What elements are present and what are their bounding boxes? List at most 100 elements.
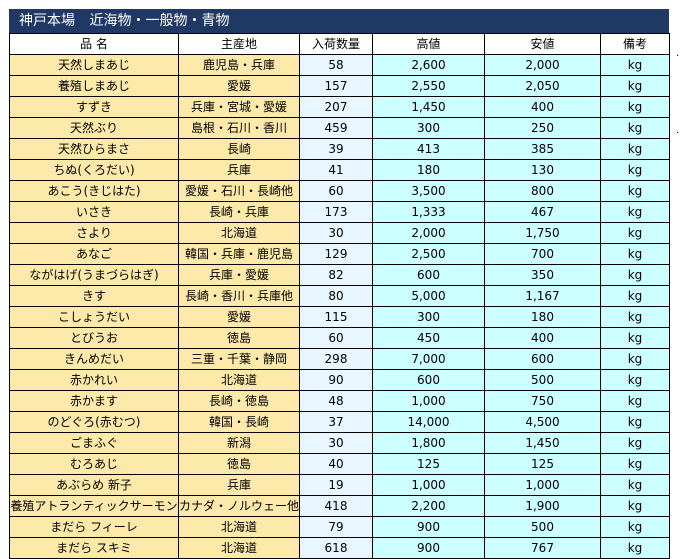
row-origin-cell: 兵庫・宮城・愛媛 bbox=[178, 96, 300, 118]
row-high-price-cell: 5,000 bbox=[372, 285, 485, 307]
row-quantity-cell: 80 bbox=[299, 285, 373, 307]
row-high-price-cell: 1,450 bbox=[372, 96, 485, 118]
row-unit-cell: kg bbox=[600, 222, 670, 244]
row-low-price-cell: 400 bbox=[484, 96, 601, 118]
row-high-price-cell: 450 bbox=[372, 327, 485, 349]
row-high-price-cell: 2,200 bbox=[372, 495, 485, 517]
table-row: あこう(きじはた) 愛媛・石川・長崎他 60 3,500 800 kg bbox=[9, 180, 670, 202]
row-name-cell: 養殖アトランティックサーモン bbox=[9, 495, 179, 517]
row-name-cell: 天然ひらまさ bbox=[9, 138, 179, 160]
table-row: 天然ひらまさ 長崎 39 413 385 kg bbox=[9, 138, 670, 160]
row-high-price-cell: 180 bbox=[372, 159, 485, 181]
row-unit-cell: kg bbox=[600, 306, 670, 328]
row-quantity-cell: 30 bbox=[299, 222, 373, 244]
row-quantity-cell: 60 bbox=[299, 180, 373, 202]
row-name-cell: あなご bbox=[9, 243, 179, 265]
row-high-price-cell: 413 bbox=[372, 138, 485, 160]
row-unit-cell: kg bbox=[600, 474, 670, 496]
table-row: あなご 韓国・兵庫・鹿児島 129 2,500 700 kg bbox=[9, 243, 670, 265]
row-high-price-cell: 900 bbox=[372, 516, 485, 538]
row-high-price-cell: 600 bbox=[372, 369, 485, 391]
row-unit-cell: kg bbox=[600, 117, 670, 139]
row-origin-cell: 北海道 bbox=[178, 369, 300, 391]
table-row: こしょうだい 愛媛 115 300 180 kg bbox=[9, 306, 670, 328]
row-origin-cell: 兵庫・愛媛 bbox=[178, 264, 300, 286]
row-low-price-cell: 467 bbox=[484, 201, 601, 223]
price-table: 品 名 主産地 入荷数量 高値 安値 備考 天然しまあじ 鹿児島・兵庫 58 2,60… bbox=[9, 33, 670, 559]
table-row: のどぐろ(赤むつ) 韓国・長崎 37 14,000 4,500 kg bbox=[9, 411, 670, 433]
edge-mark: . bbox=[676, 125, 680, 136]
row-unit-cell: kg bbox=[600, 180, 670, 202]
row-name-cell: 養殖しまあじ bbox=[9, 75, 179, 97]
row-unit-cell: kg bbox=[600, 495, 670, 517]
row-quantity-cell: 129 bbox=[299, 243, 373, 265]
row-unit-cell: kg bbox=[600, 96, 670, 118]
header-row: 品 名 主産地 入荷数量 高値 安値 備考 bbox=[9, 33, 670, 55]
row-name-cell: 赤かます bbox=[9, 390, 179, 412]
category-name: 近海物・一般物・青物 bbox=[89, 13, 230, 29]
row-quantity-cell: 39 bbox=[299, 138, 373, 160]
row-name-cell: まだら フィーレ bbox=[9, 516, 179, 538]
header-remarks: 備考 bbox=[600, 33, 670, 55]
row-origin-cell: 兵庫 bbox=[178, 159, 300, 181]
row-quantity-cell: 207 bbox=[299, 96, 373, 118]
row-unit-cell: kg bbox=[600, 159, 670, 181]
row-name-cell: 天然ぶり bbox=[9, 117, 179, 139]
row-low-price-cell: 180 bbox=[484, 306, 601, 328]
table-row: ごまふぐ 新潟 30 1,800 1,450 kg bbox=[9, 432, 670, 454]
row-unit-cell: kg bbox=[600, 54, 670, 76]
table-row: まだら フィーレ 北海道 79 900 500 kg bbox=[9, 516, 670, 538]
row-name-cell: 天然しまあじ bbox=[9, 54, 179, 76]
row-high-price-cell: 2,000 bbox=[372, 222, 485, 244]
row-high-price-cell: 300 bbox=[372, 306, 485, 328]
row-quantity-cell: 60 bbox=[299, 327, 373, 349]
row-low-price-cell: 4,500 bbox=[484, 411, 601, 433]
header-origin: 主産地 bbox=[178, 33, 300, 55]
row-name-cell: ながはげ(うまづらはぎ) bbox=[9, 264, 179, 286]
row-high-price-cell: 14,000 bbox=[372, 411, 485, 433]
row-name-cell: さより bbox=[9, 222, 179, 244]
row-name-cell: ちぬ(くろだい) bbox=[9, 159, 179, 181]
table-row: さより 北海道 30 2,000 1,750 kg bbox=[9, 222, 670, 244]
table-row: 赤かれい 北海道 90 600 500 kg bbox=[9, 369, 670, 391]
row-high-price-cell: 2,600 bbox=[372, 54, 485, 76]
row-high-price-cell: 300 bbox=[372, 117, 485, 139]
row-origin-cell: 長崎・徳島 bbox=[178, 390, 300, 412]
row-low-price-cell: 1,750 bbox=[484, 222, 601, 244]
row-quantity-cell: 173 bbox=[299, 201, 373, 223]
row-low-price-cell: 2,000 bbox=[484, 54, 601, 76]
row-high-price-cell: 900 bbox=[372, 537, 485, 559]
row-low-price-cell: 1,167 bbox=[484, 285, 601, 307]
row-low-price-cell: 130 bbox=[484, 159, 601, 181]
row-high-price-cell: 1,800 bbox=[372, 432, 485, 454]
row-quantity-cell: 618 bbox=[299, 537, 373, 559]
row-unit-cell: kg bbox=[600, 453, 670, 475]
table-row: いさき 長崎・兵庫 173 1,333 467 kg bbox=[9, 201, 670, 223]
header-low-price: 安値 bbox=[484, 33, 601, 55]
row-unit-cell: kg bbox=[600, 285, 670, 307]
row-high-price-cell: 600 bbox=[372, 264, 485, 286]
row-quantity-cell: 298 bbox=[299, 348, 373, 370]
row-origin-cell: 鹿児島・兵庫 bbox=[178, 54, 300, 76]
row-unit-cell: kg bbox=[600, 264, 670, 286]
row-quantity-cell: 40 bbox=[299, 453, 373, 475]
table-row: きす 長崎・香川・兵庫他 80 5,000 1,167 kg bbox=[9, 285, 670, 307]
row-low-price-cell: 600 bbox=[484, 348, 601, 370]
row-name-cell: 赤かれい bbox=[9, 369, 179, 391]
row-low-price-cell: 385 bbox=[484, 138, 601, 160]
table-row: まだら スキミ 北海道 618 900 767 kg bbox=[9, 537, 670, 559]
row-name-cell: あこう(きじはた) bbox=[9, 180, 179, 202]
row-unit-cell: kg bbox=[600, 411, 670, 433]
row-origin-cell: 愛媛 bbox=[178, 75, 300, 97]
row-unit-cell: kg bbox=[600, 327, 670, 349]
row-origin-cell: 長崎・香川・兵庫他 bbox=[178, 285, 300, 307]
table-row: むろあじ 徳島 40 125 125 kg bbox=[9, 453, 670, 475]
row-quantity-cell: 19 bbox=[299, 474, 373, 496]
row-low-price-cell: 500 bbox=[484, 369, 601, 391]
table-row: 養殖しまあじ 愛媛 157 2,550 2,050 kg bbox=[9, 75, 670, 97]
table-row: あぶらめ 新子 兵庫 19 1,000 1,000 kg bbox=[9, 474, 670, 496]
row-low-price-cell: 2,050 bbox=[484, 75, 601, 97]
table-row: ちぬ(くろだい) 兵庫 41 180 130 kg bbox=[9, 159, 670, 181]
row-quantity-cell: 48 bbox=[299, 390, 373, 412]
row-high-price-cell: 3,500 bbox=[372, 180, 485, 202]
